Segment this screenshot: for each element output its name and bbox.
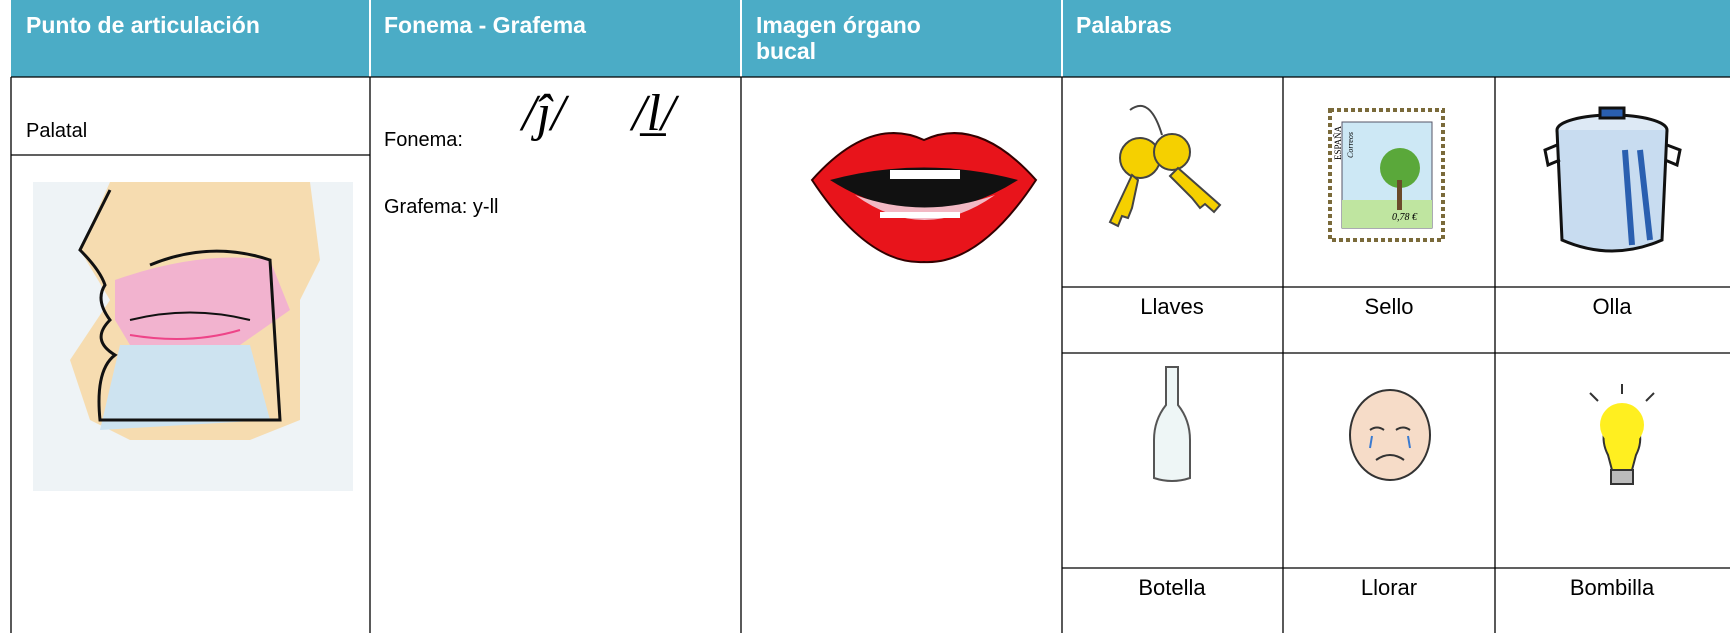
stamp-text: Correos xyxy=(1346,132,1355,158)
header-background xyxy=(11,0,1730,77)
stamp-text: ESPAÑA xyxy=(1333,125,1343,160)
stamp-text: 0,78 € xyxy=(1392,212,1417,223)
header-cell: Fonema - Grafema xyxy=(384,12,586,38)
phoneme: /ĵ/ xyxy=(522,85,566,142)
bottle-image xyxy=(1153,366,1191,482)
articulation-point: Palatal xyxy=(26,120,88,142)
keys-image xyxy=(1108,104,1222,228)
crying-face-image xyxy=(1349,389,1431,481)
table-borders xyxy=(10,76,1730,633)
mouth-image xyxy=(810,132,1038,264)
phoneme-label: Fonema: xyxy=(384,129,463,151)
header-cell: Imagen órgano bucal xyxy=(756,12,921,64)
word-label: Llorar xyxy=(1360,575,1418,600)
phoneme: /l̲/ xyxy=(632,85,676,142)
word-label: Botella xyxy=(1138,575,1206,600)
bulb-image xyxy=(1589,384,1655,485)
stamp-image xyxy=(1328,108,1445,242)
word-label: Bombilla xyxy=(1569,575,1655,600)
header-cell: Punto de articulación xyxy=(26,12,260,38)
word-label: Olla xyxy=(1592,294,1632,319)
word-label: Llaves xyxy=(1140,294,1204,319)
header-dividers xyxy=(369,0,1063,77)
word-label: Sello xyxy=(1364,294,1414,319)
header-cell: Palabras xyxy=(1076,12,1172,38)
head-profile-image xyxy=(33,182,353,491)
pot-image xyxy=(1543,106,1682,253)
grapheme: Grafema: y-ll xyxy=(384,196,499,218)
